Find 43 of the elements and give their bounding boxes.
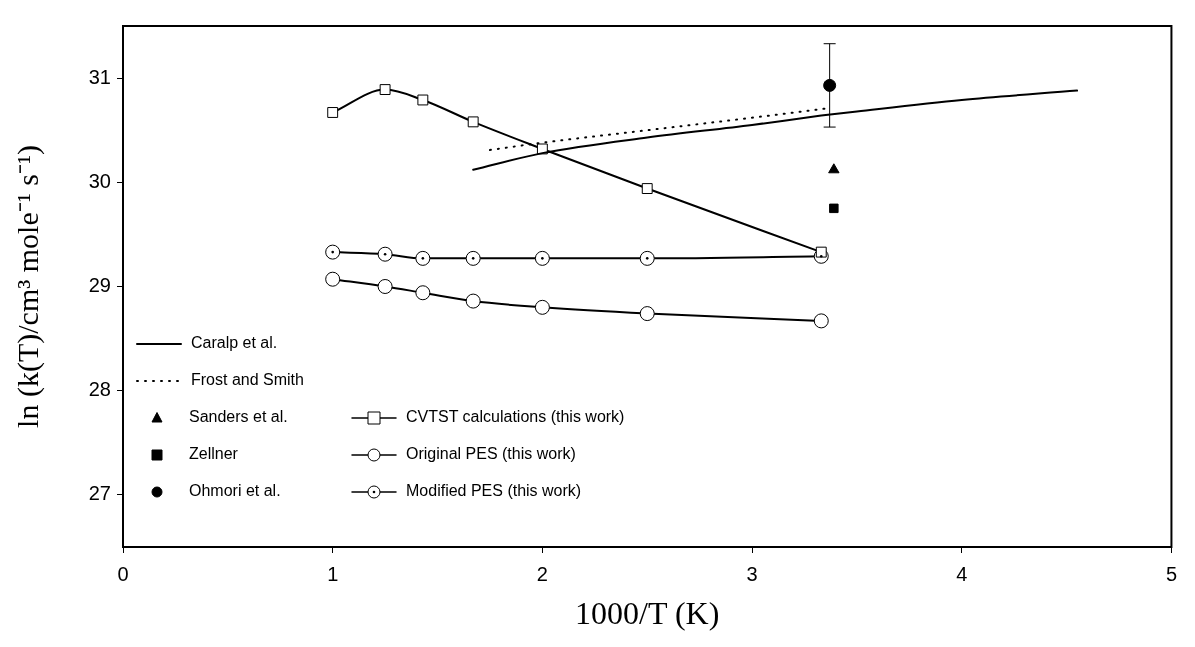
point [377,279,393,294]
point [377,246,393,262]
legend-label: CVTST calculations (this work) [406,408,625,426]
point [641,183,653,194]
point [327,107,339,118]
point [534,250,550,266]
x-axis-title: 1000/T (K) [575,595,720,632]
point [415,250,431,266]
x-tick-label: 1 [327,562,339,585]
point [415,285,431,301]
point [639,250,655,266]
y-tick-label: 28 [88,378,111,401]
point [379,84,391,96]
y-tick-label: 29 [88,274,111,297]
point [534,299,550,315]
point [325,244,341,260]
legend-label: Ohmori et al. [189,482,281,500]
y-tick-label: 31 [88,65,111,88]
legend-label: Sanders et al. [189,408,288,426]
point [813,313,829,329]
y-tick-label: 27 [88,482,111,505]
point [815,246,827,258]
point [417,94,429,106]
point [828,163,840,174]
point [467,116,479,128]
x-tick-label: 2 [536,562,548,585]
point [465,293,481,309]
y-tick-label: 30 [88,169,111,192]
point [465,250,481,266]
point [325,271,341,287]
legend-label: Caralp et al. [191,334,278,352]
x-tick-label: 3 [746,562,758,585]
point [829,203,839,214]
x-tick-label: 5 [1165,562,1177,585]
legend-label: Frost and Smith [191,371,304,389]
legend-label: Modified PES (this work) [406,482,582,500]
x-tick-label: 4 [956,562,968,585]
legend-label: Original PES (this work) [406,445,576,463]
x-tick-label: 0 [117,562,129,585]
y-axis-title: ln (k(T)/cm³ mole⁻¹ s⁻¹) [10,145,45,428]
point [823,78,837,92]
legend-label: Zellner [189,445,239,463]
point [639,306,655,322]
